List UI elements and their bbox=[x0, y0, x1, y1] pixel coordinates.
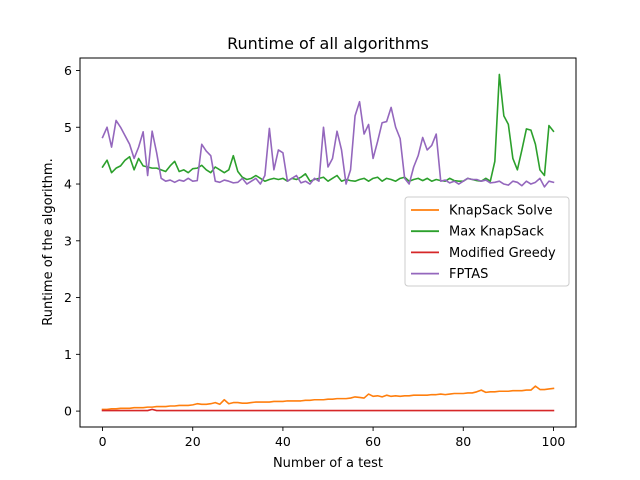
series-line-3 bbox=[101, 100, 555, 188]
legend-frame bbox=[404, 196, 570, 287]
x-tick-label: 40 bbox=[275, 434, 291, 449]
chart-title: Runtime of all algorithms bbox=[227, 34, 429, 53]
x-axis: 0 20 40 60 80 100 bbox=[99, 427, 566, 449]
y-tick-label: 1 bbox=[64, 347, 72, 362]
x-tick-label: 60 bbox=[365, 434, 381, 449]
legend-label: KnapSack Solve bbox=[449, 204, 553, 219]
legend-label: Modified Greedy bbox=[449, 246, 556, 261]
y-tick-label: 0 bbox=[64, 404, 72, 419]
legend-label: Max KnapSack bbox=[449, 225, 544, 240]
y-tick-label: 2 bbox=[64, 290, 72, 305]
y-tick-label: 5 bbox=[64, 120, 72, 135]
y-tick-label: 3 bbox=[64, 233, 72, 248]
y-tick-label: 6 bbox=[64, 63, 72, 78]
y-axis: 0 1 2 3 4 5 6 bbox=[64, 63, 80, 419]
x-axis-label: Number of a test bbox=[273, 456, 383, 471]
y-tick-label: 4 bbox=[64, 177, 72, 192]
plot-area bbox=[101, 73, 555, 412]
legend-label: FPTAS bbox=[449, 267, 488, 282]
x-tick-label: 80 bbox=[455, 434, 471, 449]
series-line-0 bbox=[101, 385, 555, 411]
y-axis-label: Runtime of the algorithm. bbox=[41, 158, 56, 325]
x-tick-label: 20 bbox=[185, 434, 201, 449]
series-line-2 bbox=[101, 408, 555, 412]
x-tick-label: 100 bbox=[542, 434, 566, 449]
x-tick-label: 0 bbox=[99, 434, 107, 449]
plot-frame bbox=[79, 57, 577, 428]
legend: KnapSack Solve Max KnapSack Modified Greed… bbox=[404, 196, 570, 287]
